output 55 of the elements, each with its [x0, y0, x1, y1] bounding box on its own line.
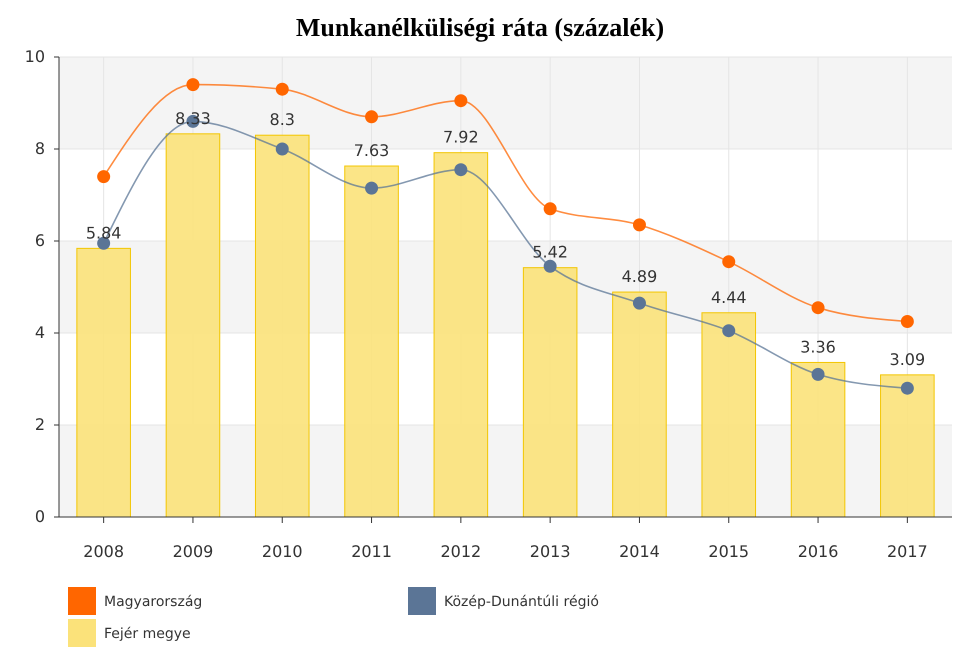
bar: [254, 134, 310, 518]
y-tick-label: 10: [24, 47, 45, 66]
bar: [880, 374, 935, 518]
x-tick-label: 2015: [708, 542, 750, 561]
y-tick-label: 4: [34, 323, 45, 342]
chart-title: Munkanélküliségi ráta (százalék): [296, 13, 664, 42]
bar: [701, 312, 756, 518]
bar: [522, 267, 578, 518]
point: [454, 163, 468, 176]
point: [365, 110, 378, 124]
y-tick-label: 0: [34, 507, 45, 526]
bar: [434, 152, 488, 518]
bar: [790, 362, 846, 518]
point: [544, 260, 557, 273]
bar: [612, 292, 667, 518]
y-tick-label: 6: [34, 231, 45, 250]
point: [97, 170, 110, 184]
legend-label: Fejér megye: [104, 626, 191, 642]
point: [276, 82, 289, 96]
x-tick-label: 2009: [172, 542, 214, 561]
point: [454, 94, 468, 108]
y-tick-label: 2: [34, 415, 45, 434]
x-tick-label: 2014: [619, 542, 660, 561]
point: [365, 182, 378, 195]
data-label: 7.92: [443, 128, 479, 147]
data-label: 4.89: [622, 267, 658, 286]
point: [632, 296, 646, 310]
x-tick-label: 2017: [886, 542, 928, 561]
x-tick-label: 2011: [351, 542, 392, 561]
point: [812, 368, 825, 381]
data-label: 3.09: [890, 350, 926, 369]
bar: [166, 133, 220, 518]
data-label: 4.44: [710, 288, 747, 307]
bar: [344, 166, 399, 518]
data-label: 7.63: [354, 141, 390, 160]
data-label: 8.3: [270, 110, 295, 130]
x-tick-label: 2016: [798, 542, 838, 561]
point: [900, 315, 914, 328]
x-tick-label: 2013: [530, 542, 571, 561]
point: [186, 78, 200, 92]
bar: [76, 248, 131, 518]
point: [722, 324, 736, 338]
point: [900, 382, 914, 395]
x-tick-label: 2012: [440, 542, 482, 561]
point: [722, 255, 736, 268]
point: [544, 202, 557, 216]
point: [276, 142, 289, 156]
y-tick-label: 8: [34, 139, 45, 158]
point: [812, 301, 825, 314]
point: [632, 218, 646, 232]
x-tick-label: 2008: [83, 542, 124, 561]
data-label: 3.36: [800, 337, 836, 356]
x-tick-label: 2010: [262, 542, 303, 561]
legend-label: Közép-Dunántúli régió: [444, 594, 599, 610]
legend-label: Magyarország: [104, 594, 202, 610]
